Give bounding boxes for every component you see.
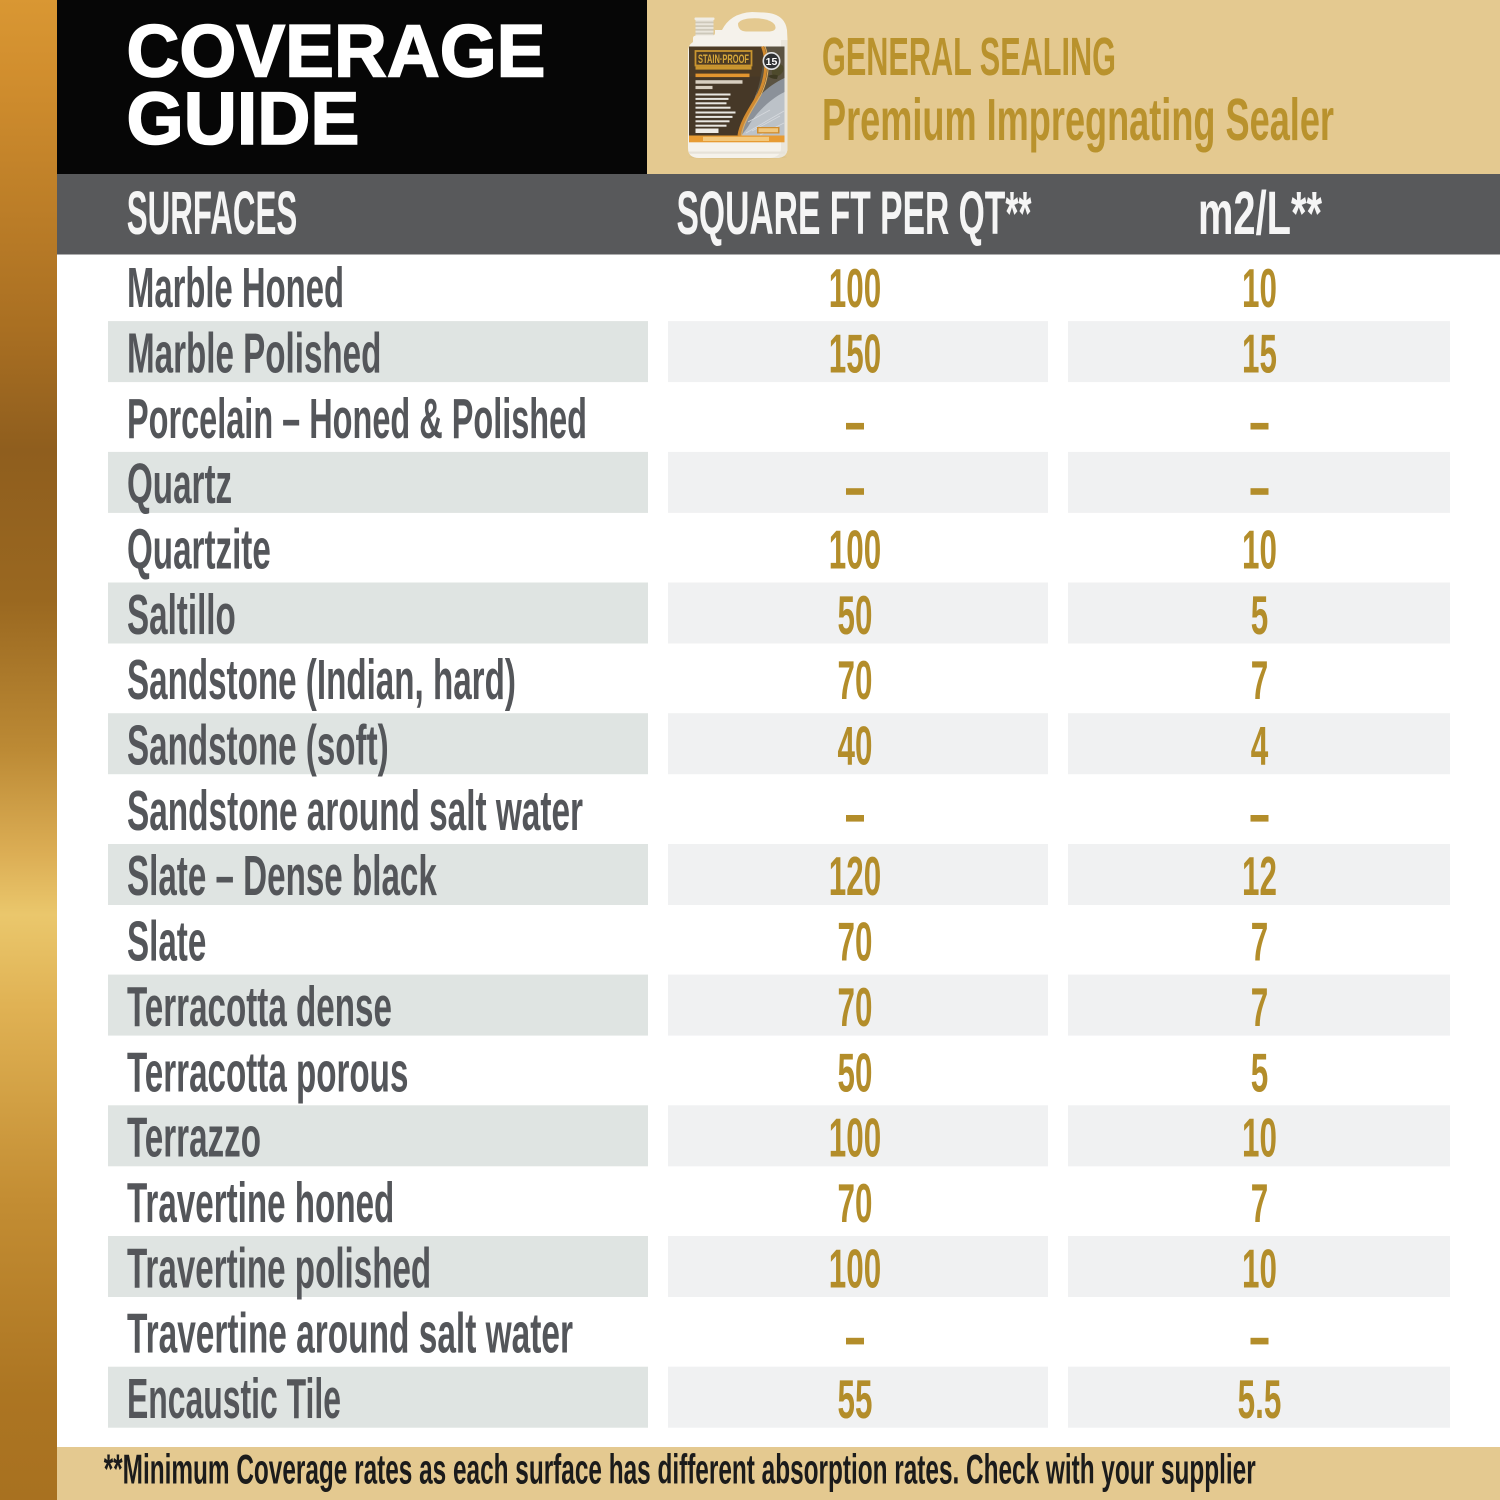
svg-text:m2/L**: m2/L** [1198, 179, 1322, 247]
svg-text:Encaustic Tile: Encaustic Tile [127, 1367, 341, 1431]
svg-text:7: 7 [1251, 911, 1269, 973]
svg-text:Saltillo: Saltillo [127, 583, 236, 647]
svg-text:4: 4 [1251, 715, 1269, 777]
svg-text:15: 15 [1242, 322, 1277, 384]
svg-text:Terracotta porous: Terracotta porous [127, 1040, 408, 1104]
svg-text:5: 5 [1251, 584, 1269, 646]
svg-text:5.5: 5.5 [1238, 1368, 1282, 1430]
svg-text:Slate: Slate [127, 910, 206, 974]
svg-text:10: 10 [1242, 257, 1277, 319]
svg-text:Sandstone (soft): Sandstone (soft) [127, 714, 389, 778]
svg-text:10: 10 [1242, 1107, 1277, 1169]
svg-text:100: 100 [829, 1237, 881, 1299]
svg-text:Terrazzo: Terrazzo [127, 1106, 261, 1170]
svg-text:Slate – Dense black: Slate – Dense black [127, 844, 437, 908]
svg-text:7: 7 [1251, 649, 1269, 711]
svg-text:10: 10 [1242, 1237, 1277, 1299]
svg-text:70: 70 [838, 976, 873, 1038]
svg-text:100: 100 [829, 519, 881, 581]
svg-text:100: 100 [829, 257, 881, 319]
svg-text:Porcelain – Honed & Polished: Porcelain – Honed & Polished [127, 387, 587, 451]
svg-text:12: 12 [1242, 845, 1277, 907]
svg-text:7: 7 [1251, 1172, 1269, 1234]
svg-text:GUIDE: GUIDE [127, 77, 360, 160]
svg-text:50: 50 [838, 584, 873, 646]
svg-text:GENERAL SEALING: GENERAL SEALING [822, 27, 1116, 87]
svg-text:5: 5 [1251, 1041, 1269, 1103]
svg-text:70: 70 [838, 649, 873, 711]
svg-text:Travertine honed: Travertine honed [127, 1171, 394, 1235]
svg-text:SURFACES: SURFACES [127, 179, 297, 247]
svg-text:Quartz: Quartz [127, 452, 232, 516]
svg-text:15: 15 [766, 56, 778, 68]
svg-text:Quartzite: Quartzite [127, 518, 271, 582]
svg-text:40: 40 [838, 715, 873, 777]
svg-text:Terracotta dense: Terracotta dense [127, 975, 392, 1039]
svg-text:STAIN·PROOF: STAIN·PROOF [698, 54, 749, 66]
svg-text:**Minimum Coverage rates as ea: **Minimum Coverage rates as each surface… [104, 1445, 1256, 1492]
svg-text:100: 100 [829, 1107, 881, 1169]
svg-text:Travertine around salt water: Travertine around salt water [127, 1302, 573, 1366]
svg-text:SQUARE FT PER QT**: SQUARE FT PER QT** [677, 179, 1032, 247]
svg-text:COVERAGE: COVERAGE [127, 10, 546, 93]
svg-text:Travertine polished: Travertine polished [127, 1236, 431, 1300]
svg-text:150: 150 [829, 322, 881, 384]
svg-text:10: 10 [1242, 519, 1277, 581]
svg-text:Sandstone around salt water: Sandstone around salt water [127, 779, 583, 843]
svg-text:50: 50 [838, 1041, 873, 1103]
svg-text:70: 70 [838, 911, 873, 973]
svg-text:55: 55 [838, 1368, 873, 1430]
svg-text:120: 120 [829, 845, 881, 907]
svg-text:70: 70 [838, 1172, 873, 1234]
svg-text:Marble Polished: Marble Polished [127, 321, 381, 385]
svg-text:7: 7 [1251, 976, 1269, 1038]
svg-text:Marble Honed: Marble Honed [127, 256, 344, 320]
svg-text:Sandstone (Indian, hard): Sandstone (Indian, hard) [127, 648, 516, 712]
svg-text:Premium Impregnating Sealer: Premium Impregnating Sealer [822, 87, 1334, 153]
